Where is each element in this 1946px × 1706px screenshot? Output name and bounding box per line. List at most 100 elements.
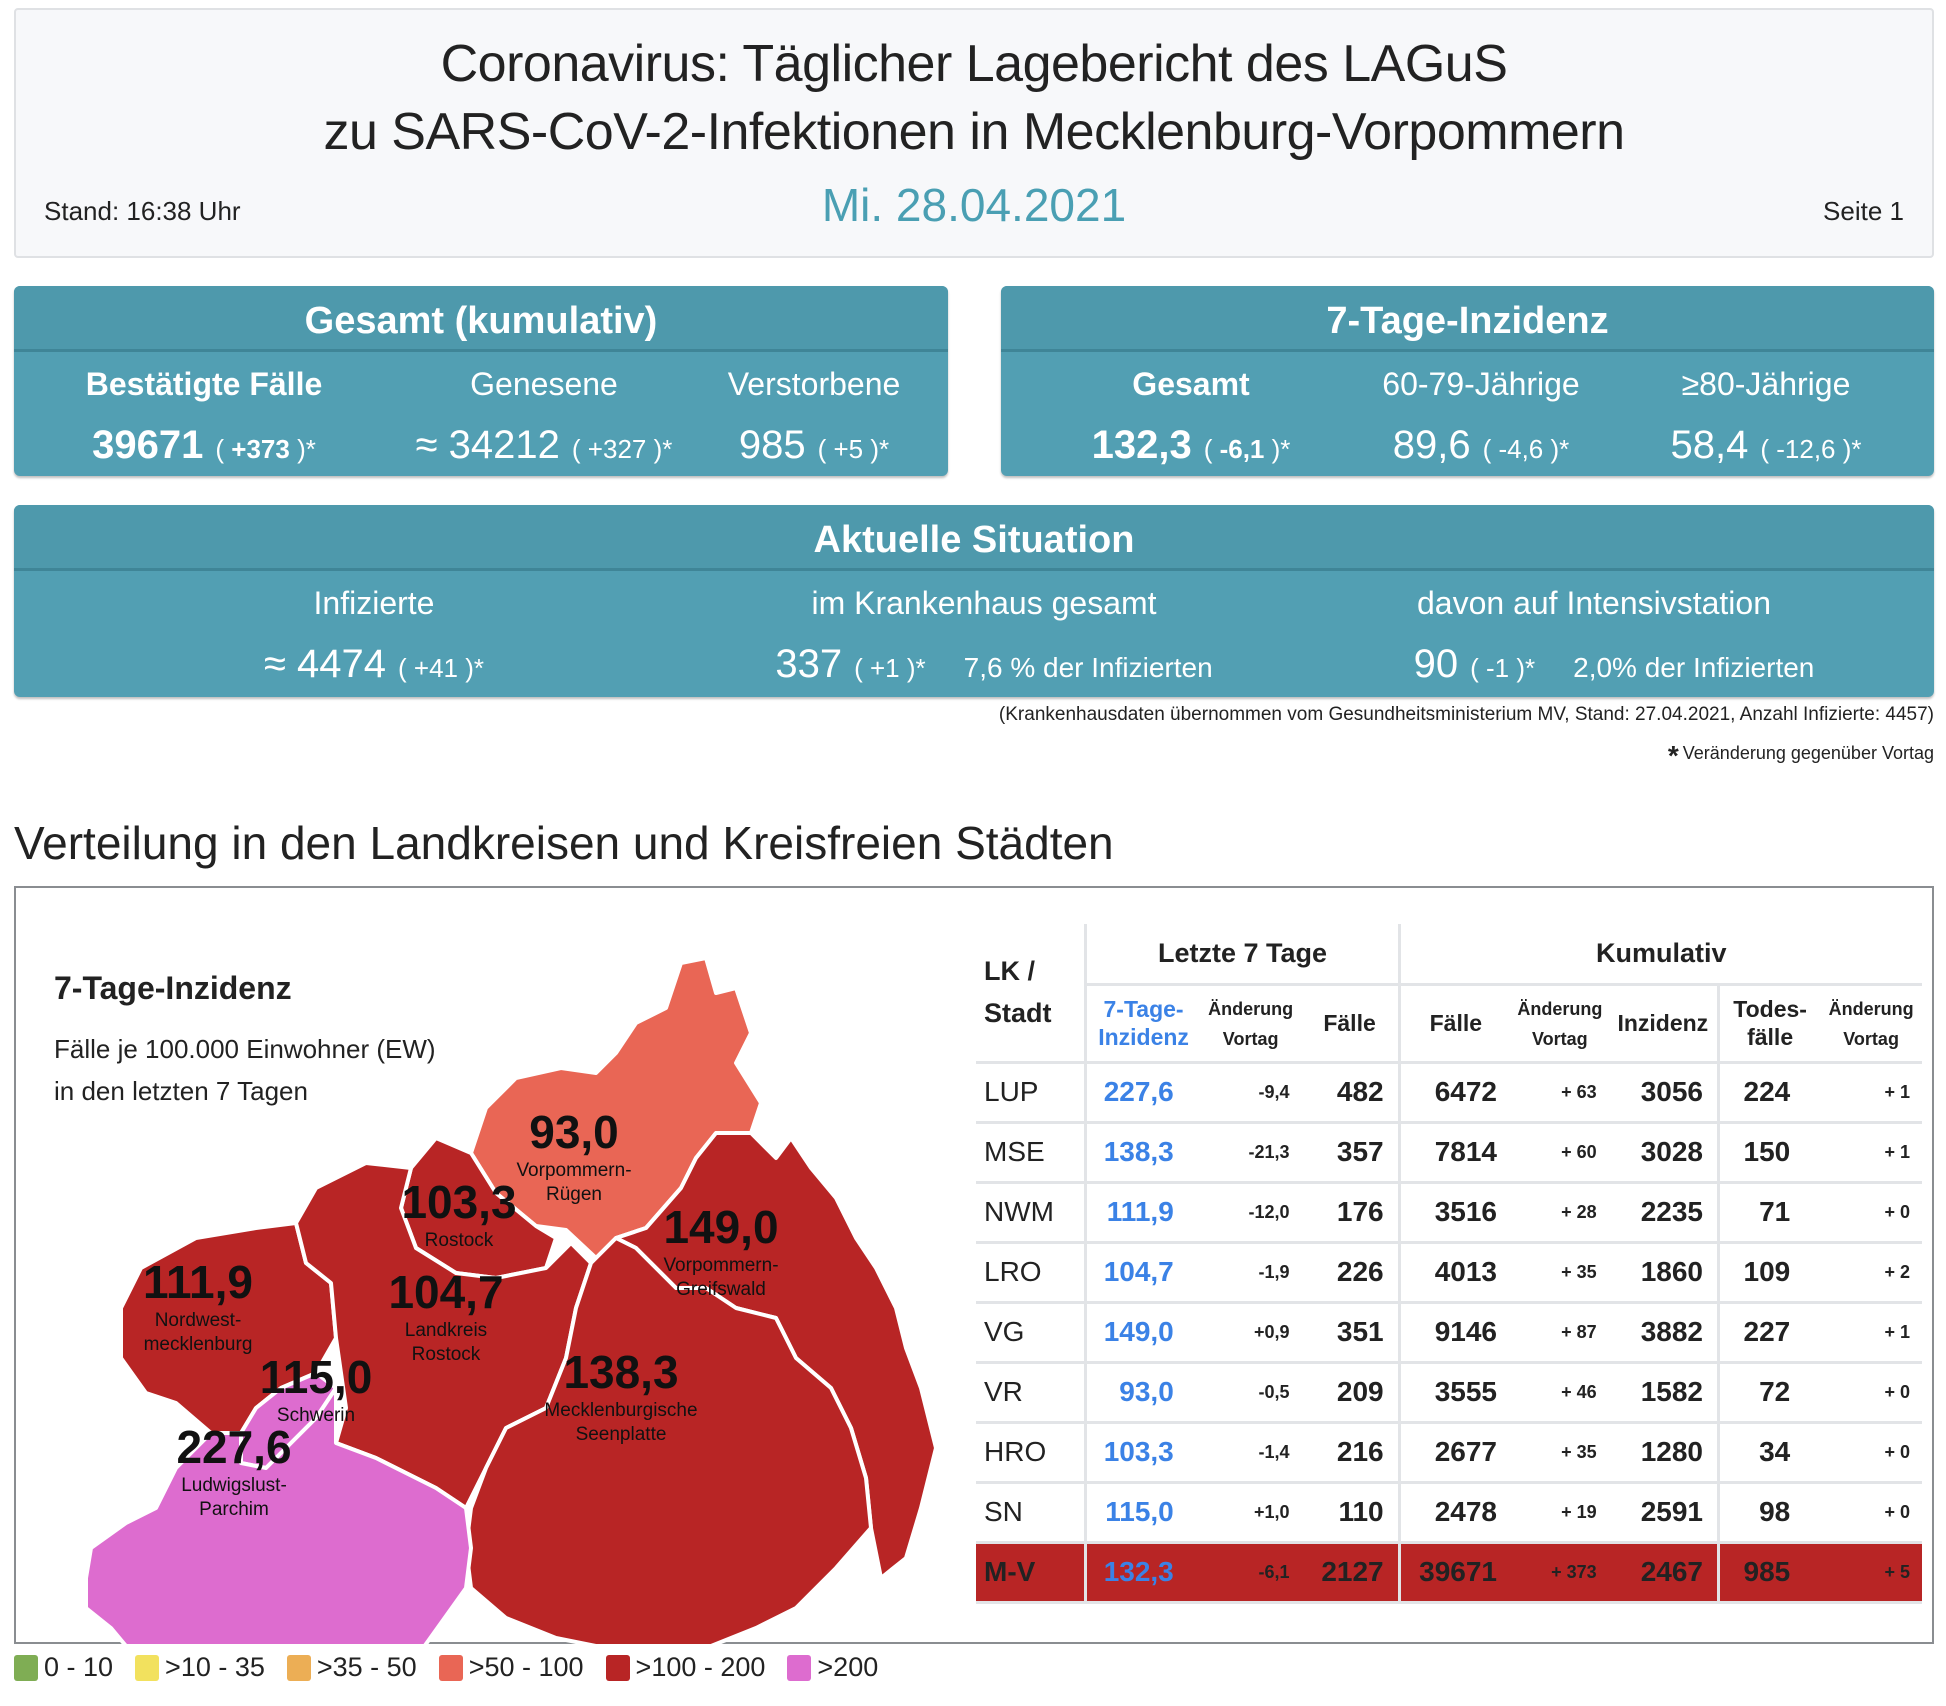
map-value-nwm: 111,9 (143, 1256, 253, 1308)
cell-deaths: 150 (1717, 1122, 1821, 1184)
cell-incidence: 149,0 (1084, 1302, 1200, 1364)
table-row: NWM 111,9 -12,0 176 3516 + 28 2235 71 + 0 (976, 1182, 1922, 1244)
map-region-name-nwm: Nordwest- (155, 1310, 242, 1331)
map-legend: 0 - 10 >10 - 35 >35 - 50 >50 - 100 >100 - 20… (14, 1652, 900, 1683)
stat-incidence-80plus: ≥80-Jährige 58,4 ( -12,6 )* (1611, 366, 1921, 468)
map-region-name-mse-line2: Seenplatte (576, 1424, 667, 1445)
district-panel: 93,0 Vorpommern- Rügen 103,3 Rostock 149,0 Vor… (14, 886, 1934, 1706)
map-region-name-nwm-line2: mecklenburg (144, 1334, 253, 1355)
map-region-lup (84, 1386, 473, 1706)
legend-item: >100 - 200 (605, 1652, 765, 1683)
legend-swatch (787, 1654, 812, 1681)
cell-incidence: 132,3 (1084, 1542, 1200, 1604)
cell-deaths: 34 (1717, 1422, 1821, 1484)
cell-deaths-change: + 0 (1820, 1482, 1922, 1544)
report-title-line2: zu SARS-CoV-2-Infektionen in Mecklenburg… (323, 103, 1625, 161)
cell-district-name: VR (976, 1362, 1086, 1424)
table-row: MSE 138,3 -21,3 357 7814 + 60 3028 150 + 1 (976, 1122, 1922, 1184)
legend-swatch (286, 1654, 311, 1681)
cell-cumulative-incidence: 2467 (1608, 1542, 1719, 1604)
cell-cases-7d: 216 (1301, 1422, 1400, 1484)
cell-cumulative-incidence: 2235 (1608, 1182, 1719, 1244)
cell-deaths-change: + 1 (1820, 1122, 1922, 1184)
table-row: LRO 104,7 -1,9 226 4013 + 35 1860 109 + 2 (976, 1242, 1922, 1304)
stat-change: ( +1 )* (854, 653, 926, 683)
cell-incidence-change: -1,9 (1199, 1242, 1302, 1304)
stat-value: ≈ 34212 (415, 423, 560, 467)
stat-change: ( -6,1 )* (1203, 434, 1291, 464)
stat-label: Bestätigte Fälle (85, 366, 323, 402)
map-title: 7-Tage-Inzidenz (54, 970, 292, 1006)
map-region-name-hro: Rostock (425, 1230, 494, 1251)
legend-label: >35 - 50 (316, 1652, 417, 1682)
cell-cases-change: + 35 (1511, 1422, 1609, 1484)
stat-recovered: Genesene ≈ 34212 ( +327 )* (374, 366, 714, 468)
cell-cases-7d: 209 (1301, 1362, 1400, 1424)
cell-cases-total: 2677 (1397, 1422, 1512, 1484)
map-subtitle: Fälle je 100.000 Einwohner (EW) in den l… (54, 1034, 436, 1106)
stat-label: Gesamt (1132, 366, 1250, 402)
cell-cases-total: 4013 (1397, 1242, 1512, 1304)
cell-cases-total: 9146 (1397, 1302, 1512, 1364)
stat-value: 58,4 (1670, 423, 1749, 467)
cell-district-name: LUP (976, 1062, 1086, 1124)
stat-confirmed-cases: Bestätigte Fälle 39671 ( +373 )* (54, 366, 354, 468)
cell-district-name: HRO (976, 1422, 1086, 1484)
legend-item: >50 - 100 (438, 1652, 584, 1683)
cell-deaths-change: + 1 (1820, 1302, 1922, 1364)
cumulative-card-title: Gesamt (kumulativ) (14, 286, 948, 352)
hospital-data-note: (Krankenhausdaten übernommen vom Gesundh… (998, 704, 1934, 725)
legend-label: >10 - 35 (165, 1652, 265, 1682)
stat-label: davon auf Intensivstation (1416, 585, 1771, 621)
district-table: LK / Stadt Letzte 7 Tage Kumulativ 7-Tage… (976, 924, 1922, 1604)
stat-value: 39671 (92, 423, 204, 467)
cell-district-name: M-V (976, 1542, 1086, 1604)
table-row: HRO 103,3 -1,4 216 2677 + 35 1280 34 + 0 (976, 1422, 1922, 1484)
table-row-total: M-V 132,3 -6,1 2127 39671 + 373 2467 985 + 5 (976, 1542, 1922, 1604)
table-row: VR 93,0 -0,5 209 3555 + 46 1582 72 + 0 (976, 1362, 1922, 1424)
col-incidence: 7-Tage- Inzidenz (1084, 984, 1200, 1064)
cell-cases-total: 6472 (1397, 1062, 1512, 1124)
cell-district-name: VG (976, 1302, 1086, 1364)
map-value-lro: 104,7 (388, 1266, 503, 1318)
map-region-name-vr: Vorpommern- (516, 1160, 631, 1181)
legend-item: >10 - 35 (135, 1652, 265, 1683)
cell-cases-change: + 28 (1511, 1182, 1609, 1244)
stat-value: 89,6 (1392, 423, 1471, 467)
map-region-name-lup: Ludwigslust- (181, 1475, 287, 1496)
stat-change: ( +373 )* (215, 434, 316, 464)
cell-incidence: 227,6 (1084, 1062, 1200, 1124)
section-title: Verteilung in den Landkreisen und Kreisf… (14, 817, 1114, 869)
current-situation-card: Aktuelle Situation Infizierte ≈ 4474 ( +4… (14, 505, 1934, 697)
stat-change: ( +5 )* (817, 434, 890, 464)
page-number: Seite 1 (1823, 196, 1904, 226)
cell-cumulative-incidence: 3882 (1608, 1302, 1719, 1364)
cell-cases-change: + 19 (1511, 1482, 1609, 1544)
stat-change: ( +327 )* (571, 434, 673, 464)
cell-cumulative-incidence: 1860 (1608, 1242, 1719, 1304)
legend-item: >200 (787, 1652, 878, 1683)
table-row: SN 115,0 +1,0 110 2478 + 19 2591 98 + 0 (976, 1482, 1922, 1544)
col-deaths-change: Änderung Vortag (1820, 984, 1922, 1064)
cell-deaths-change: + 0 (1820, 1182, 1922, 1244)
stat-label: ≥80-Jährige (1681, 366, 1851, 402)
cell-district-name: MSE (976, 1122, 1086, 1184)
map-region-name-vr-line2: Rügen (546, 1184, 602, 1205)
cell-deaths: 109 (1717, 1242, 1821, 1304)
report-timestamp: Stand: 16:38 Uhr (44, 196, 241, 226)
map-value-lup: 227,6 (176, 1421, 291, 1473)
map-region-mse (464, 1236, 873, 1670)
cell-incidence: 104,7 (1084, 1242, 1200, 1304)
map-region-name-mse: Mecklenburgische (544, 1400, 697, 1421)
map-region-name-sn: Schwerin (277, 1405, 355, 1426)
stat-icu: davon auf Intensivstation 90 ( -1 )* 2,0% … (1314, 585, 1914, 687)
cell-district-name: NWM (976, 1182, 1086, 1244)
cell-cases-7d: 110 (1301, 1482, 1400, 1544)
cell-cumulative-incidence: 2591 (1608, 1482, 1719, 1544)
incidence-card: 7-Tage-Inzidenz Gesamt 132,3 ( -6,1 )* 60… (1001, 286, 1934, 476)
stat-value: 132,3 (1091, 423, 1192, 467)
report-date: Mi. 28.04.2021 (821, 179, 1127, 231)
col-cases-change: Änderung Vortag (1511, 984, 1609, 1064)
map-region-name-lro: Landkreis (405, 1320, 487, 1341)
stat-label: Infizierte (313, 585, 435, 621)
